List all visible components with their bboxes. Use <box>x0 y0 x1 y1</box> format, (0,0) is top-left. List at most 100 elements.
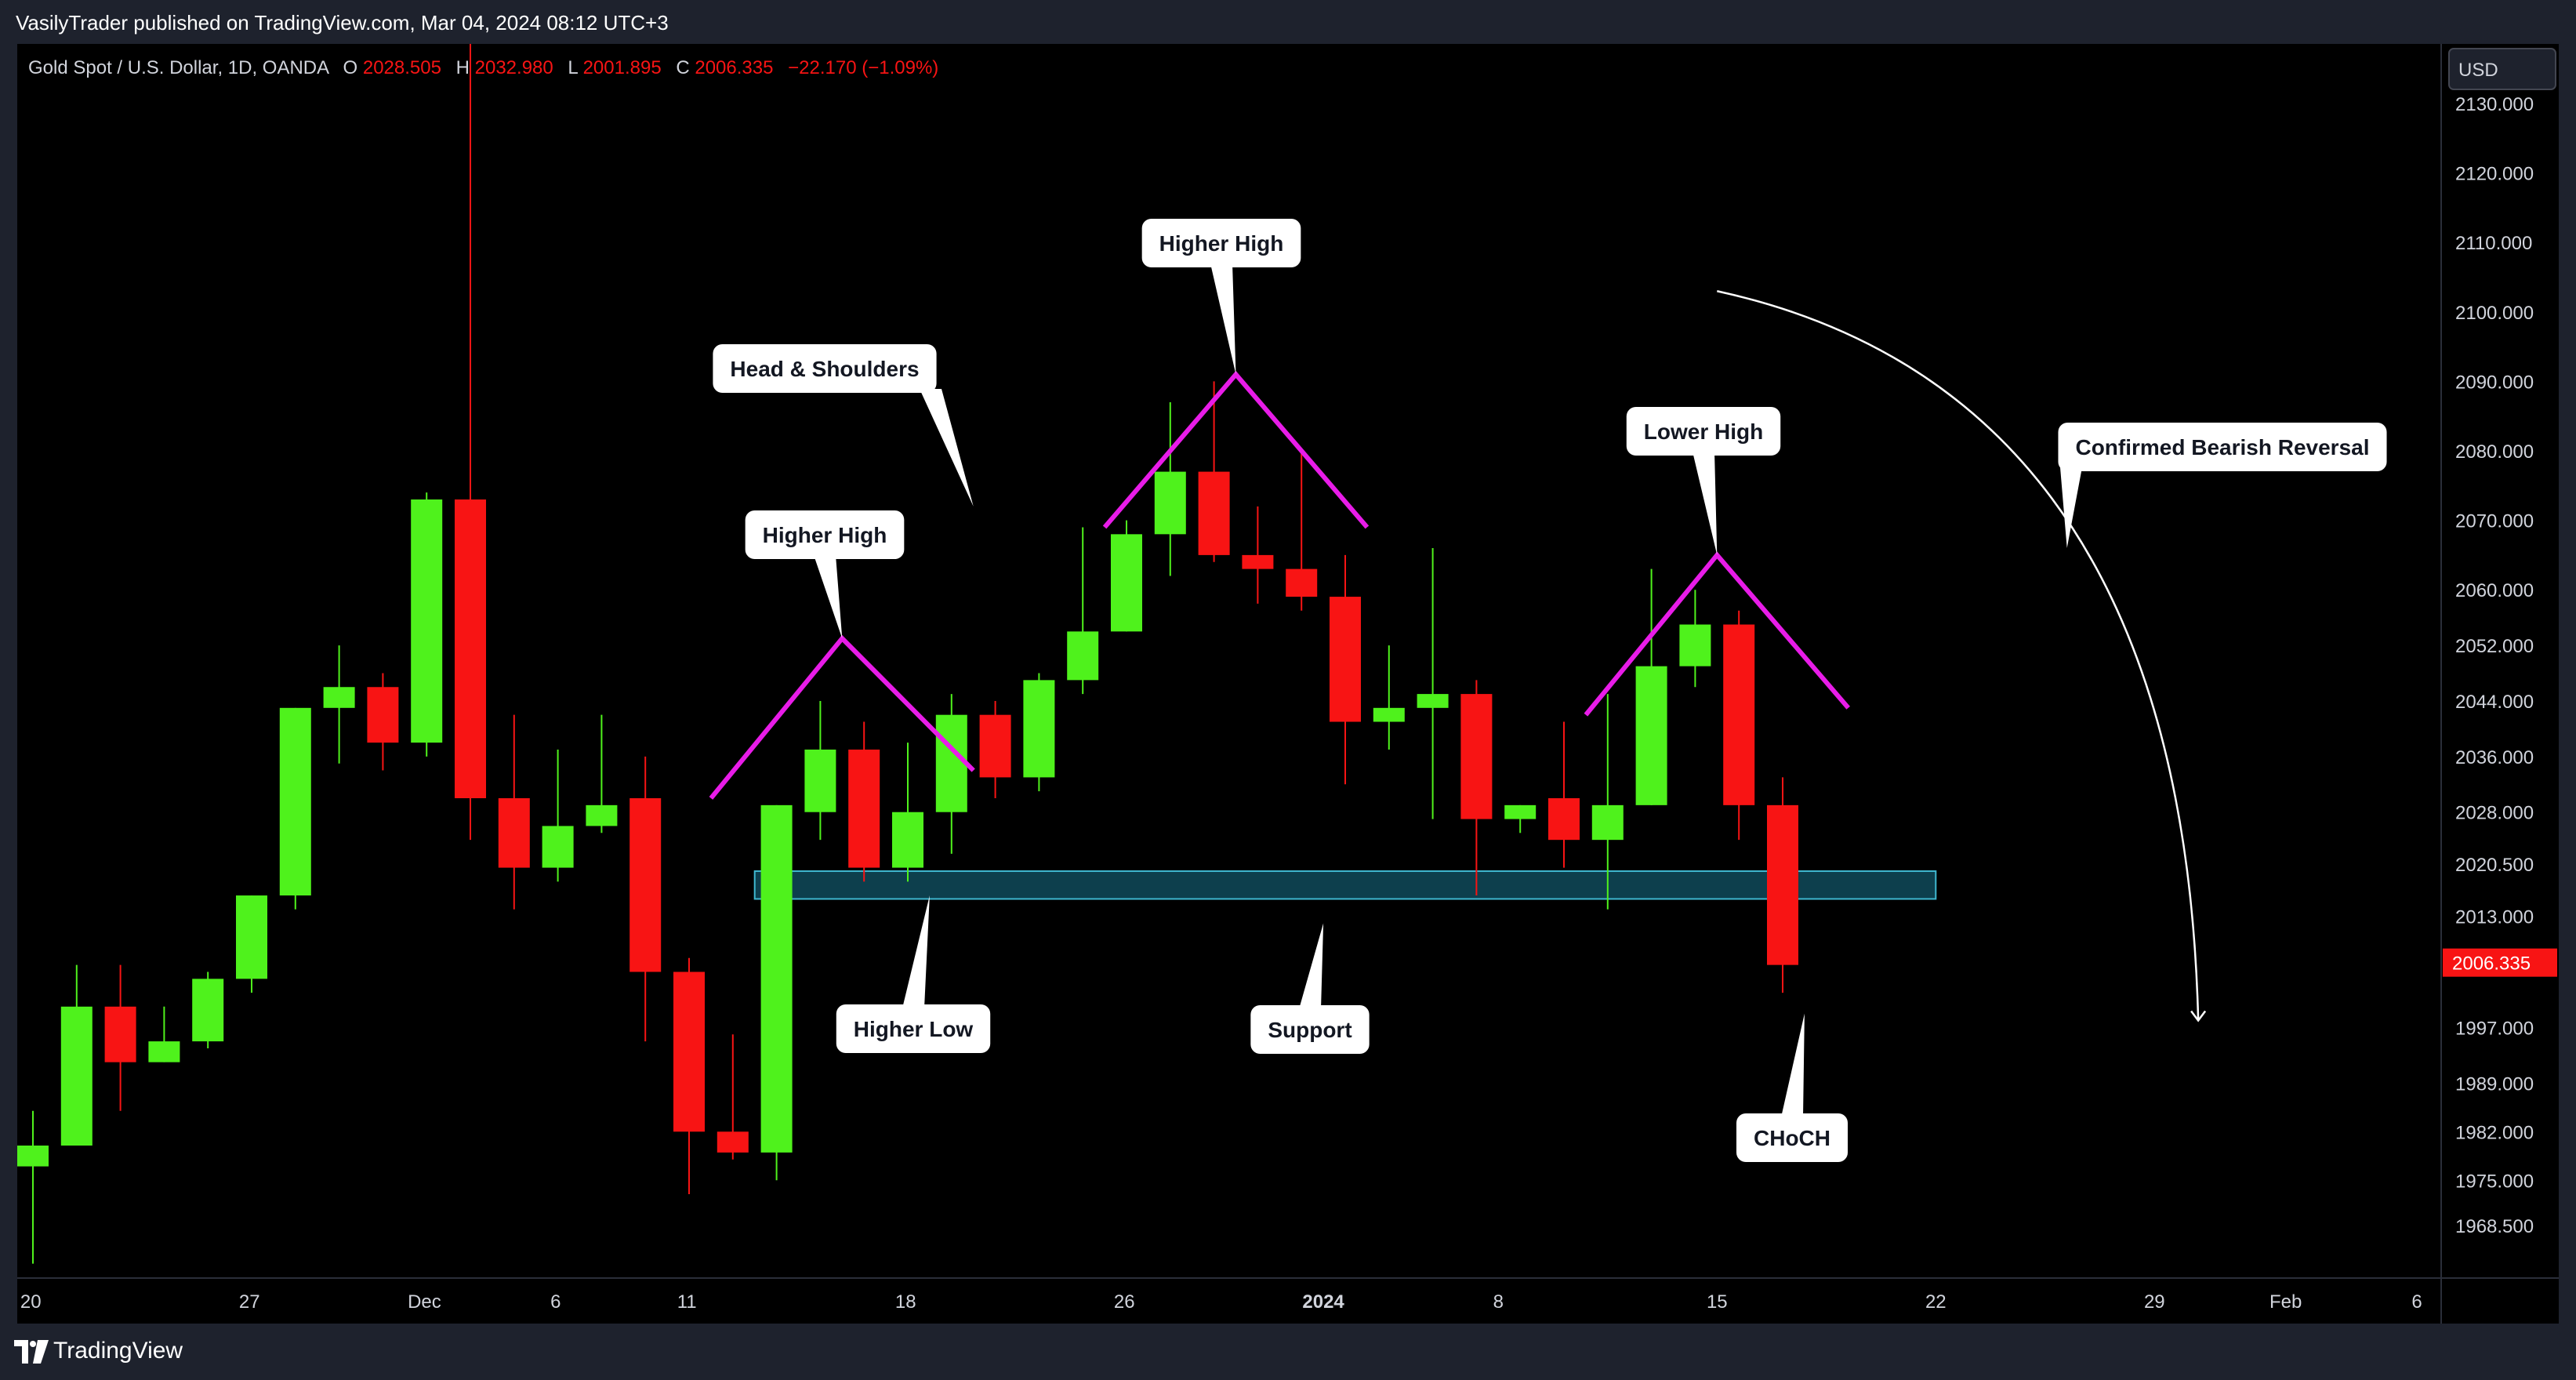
candle <box>1635 568 1667 805</box>
callout-box <box>1141 219 1301 267</box>
callouts-layer[interactable]: Head & Shoulders Higher High Higher High Hi… <box>713 219 2387 1162</box>
callout-pointer <box>1781 1013 1805 1117</box>
price-tick-label: 2013.000 <box>2455 907 2534 928</box>
callout-pointer <box>2060 467 2082 549</box>
time-tick-label: 11 <box>677 1291 697 1313</box>
candle <box>498 714 530 910</box>
candle-body <box>1635 666 1667 805</box>
legend-open-value: 2028.505 <box>363 57 441 78</box>
legend-low-label: L <box>568 57 578 78</box>
candle <box>1548 721 1580 868</box>
callout-pointer <box>902 895 930 1008</box>
callout-label: Higher Low <box>854 1017 974 1041</box>
candle <box>192 971 224 1048</box>
legend-close-value: 2006.335 <box>695 57 773 78</box>
chart-area[interactable]: Head & Shoulders Higher High Higher High Hi… <box>17 44 2559 1324</box>
price-tick-label: 2044.000 <box>2455 692 2534 713</box>
candle-body <box>1548 798 1580 841</box>
callout-label: Support <box>1268 1018 1351 1042</box>
callout-box <box>745 510 905 559</box>
candle <box>1373 645 1405 750</box>
candle <box>60 964 93 1146</box>
candle-body <box>1286 568 1318 597</box>
callout-box <box>1250 1005 1370 1054</box>
currency-button[interactable]: USD <box>2448 48 2556 90</box>
candle <box>411 492 443 757</box>
callout[interactable]: Confirmed Bearish Reversal <box>2058 423 2387 549</box>
time-tick-label: 20 <box>20 1291 42 1313</box>
callout[interactable]: Head & Shoulders <box>713 344 974 507</box>
candle-body <box>323 687 355 708</box>
candle-body <box>411 499 443 743</box>
time-axis[interactable]: 20 27 Dec 6 11 18 26 2024 8 15 22 29 Feb 6 <box>20 1291 2422 1313</box>
callout[interactable]: Higher High <box>1141 219 1301 375</box>
candle-body <box>1067 631 1099 681</box>
candle-body <box>192 979 224 1042</box>
price-tick-label: 1982.000 <box>2455 1122 2534 1143</box>
callout-label: Higher High <box>763 523 887 547</box>
candle-body <box>1198 471 1230 555</box>
legend-high-label: H <box>456 57 470 78</box>
legend-symbol: Gold Spot / U.S. Dollar, 1D, OANDA <box>28 57 329 78</box>
candle <box>717 1034 749 1160</box>
candle <box>1679 590 1711 688</box>
footer-bar: TradingView <box>0 1324 2576 1380</box>
candle <box>1767 777 1798 993</box>
last-price-badge <box>2443 948 2557 977</box>
price-tick-label: 1989.000 <box>2455 1073 2534 1095</box>
price-chart[interactable]: Head & Shoulders Higher High Higher High Hi… <box>17 44 2559 1324</box>
callout-pointer <box>1299 923 1324 1009</box>
price-axis[interactable]: 2130.000 2120.000 2110.000 2100.000 2090.000… <box>2443 94 2557 1237</box>
callout-pointer <box>1210 263 1236 375</box>
time-tick-label: Dec <box>408 1291 441 1313</box>
candle <box>104 964 136 1111</box>
candle-body <box>60 1006 93 1146</box>
candle-body <box>717 1131 749 1153</box>
candle <box>935 694 967 854</box>
price-tick-label: 2100.000 <box>2455 303 2534 324</box>
candle-body <box>542 826 574 868</box>
candle <box>1417 548 1449 819</box>
candle-body <box>1023 680 1055 778</box>
candle-body <box>1679 624 1711 666</box>
candle-body <box>1242 554 1274 569</box>
legend-open-label: O <box>343 57 358 78</box>
callout[interactable]: CHoCH <box>1736 1013 1848 1162</box>
candle <box>279 707 311 910</box>
candle <box>629 756 662 1042</box>
price-tick-label: 2028.000 <box>2455 803 2534 824</box>
time-tick-label: 29 <box>2144 1291 2165 1313</box>
time-tick-label: 15 <box>1707 1291 1728 1313</box>
candle <box>1330 554 1361 785</box>
price-tick-label: 2090.000 <box>2455 372 2534 393</box>
candle-body <box>498 798 530 868</box>
callout[interactable]: Higher High <box>745 510 905 639</box>
publisher-text: VasilyTrader published on TradingView.co… <box>16 11 669 34</box>
price-tick-label: 2052.000 <box>2455 636 2534 657</box>
candle-body <box>848 749 880 868</box>
callout-label: CHoCH <box>1754 1126 1830 1150</box>
price-tick-label: 2070.000 <box>2455 511 2534 532</box>
candle <box>1504 804 1537 833</box>
candle <box>673 957 705 1195</box>
callout[interactable]: Support <box>1250 923 1370 1054</box>
time-tick-label: 6 <box>2411 1291 2422 1313</box>
price-tick-label: 2036.000 <box>2455 747 2534 768</box>
legend-low-value: 2001.895 <box>583 57 662 78</box>
candle <box>1023 673 1055 792</box>
candle <box>542 749 574 882</box>
time-tick-label: 22 <box>1925 1291 1947 1313</box>
callout-box <box>713 344 937 393</box>
candle <box>1198 381 1230 562</box>
publisher-bar: VasilyTrader published on TradingView.co… <box>0 0 2576 44</box>
callout-label: Higher High <box>1159 231 1284 256</box>
candle <box>1591 694 1624 910</box>
candle-body <box>1723 624 1755 805</box>
candle <box>848 721 880 882</box>
callout-pointer <box>920 389 974 507</box>
arrow-down-icon <box>2190 1010 2207 1022</box>
price-tick-label: 2130.000 <box>2455 94 2534 115</box>
callout[interactable]: Higher Low <box>836 895 991 1053</box>
price-tick-label: 2120.000 <box>2455 164 2534 185</box>
callout[interactable]: Lower High <box>1626 407 1781 555</box>
